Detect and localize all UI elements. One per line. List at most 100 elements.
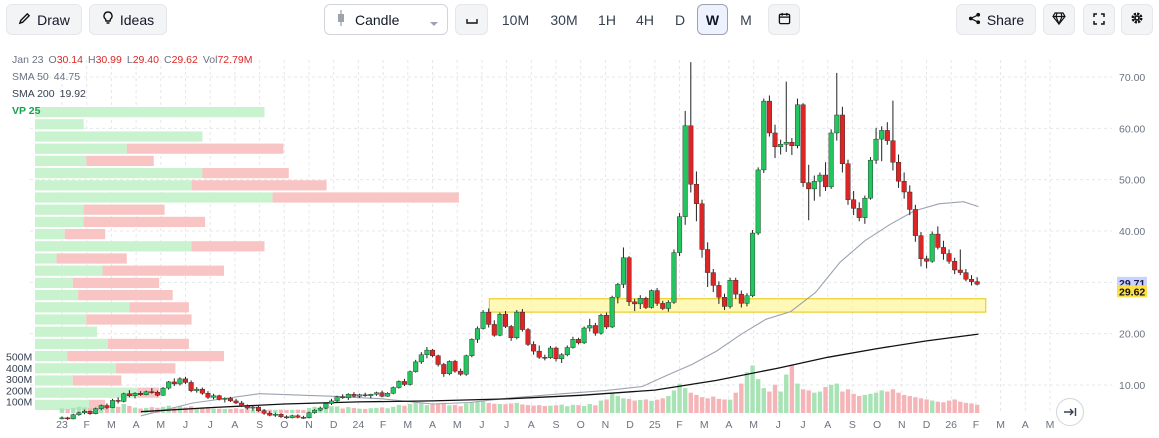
candle-body: [744, 295, 750, 304]
volume-bars: [59, 365, 980, 413]
volume-bar: [604, 399, 609, 413]
candle-body: [531, 344, 537, 352]
close-value: 29.62: [171, 54, 198, 66]
candle-body: [138, 393, 144, 395]
volume-tick-label: 100M: [6, 397, 32, 409]
volume-bar: [87, 408, 93, 413]
vp-up-bar: [35, 216, 84, 227]
volume-bar: [682, 388, 688, 413]
interval-w[interactable]: W: [697, 4, 728, 35]
candle-body: [750, 232, 756, 296]
share-button[interactable]: Share: [956, 4, 1036, 35]
vp-up-bar: [35, 241, 192, 252]
draw-button[interactable]: Draw: [6, 4, 82, 35]
volume-tick-label: 500M: [6, 352, 32, 364]
low-label: L: [126, 54, 133, 66]
time-tick-label: M: [107, 419, 116, 431]
volume-bar: [727, 399, 733, 413]
vp-up-bar: [35, 338, 108, 349]
grid-lines: [30, 60, 1112, 413]
volume-bar: [514, 402, 519, 413]
vp-down-bar: [78, 290, 173, 301]
volume-bar: [71, 407, 76, 413]
candle-body: [194, 388, 200, 391]
candle-body: [121, 393, 127, 402]
sma200-row[interactable]: SMA 200 19.92: [12, 86, 253, 103]
candle-body: [300, 417, 306, 419]
candle-body: [828, 132, 834, 188]
ideas-button[interactable]: Ideas: [89, 4, 167, 35]
candle-body: [514, 311, 520, 338]
candle-body: [289, 415, 295, 419]
candle-body: [132, 393, 138, 396]
candle-body: [542, 357, 548, 359]
interval-30m[interactable]: 30M: [550, 11, 578, 28]
volume-bar: [705, 398, 710, 413]
time-tick-label: F: [83, 419, 89, 431]
vp-up-bar: [35, 387, 138, 398]
candle-body: [497, 313, 503, 336]
draw-label: Draw: [37, 11, 70, 28]
time-tick-label: 25: [649, 419, 661, 431]
time-tick-label: F: [676, 419, 682, 431]
vp-up-bar: [35, 326, 98, 337]
volume-bar: [890, 389, 896, 413]
volume-bar: [649, 400, 654, 413]
candle-body: [856, 208, 862, 218]
time-tick-label: O: [577, 419, 585, 431]
settings-button[interactable]: [1121, 4, 1153, 35]
vp-row[interactable]: VP 25: [12, 103, 253, 120]
fullscreen-button[interactable]: [1083, 4, 1115, 35]
interval-m[interactable]: M: [740, 11, 752, 28]
time-tick-label: M: [749, 419, 758, 431]
time-tick-label: M: [700, 419, 709, 431]
vp-down-bar: [83, 216, 206, 227]
volume-bar: [452, 404, 458, 413]
candle-body: [738, 293, 744, 304]
volume-bar: [334, 406, 340, 413]
candle-body: [474, 328, 480, 340]
volume-bar: [930, 400, 935, 413]
volume-bar: [845, 389, 851, 413]
candle-body: [699, 203, 705, 250]
candle-body: [104, 405, 110, 408]
volume-bar: [739, 383, 744, 413]
volume-bar: [346, 407, 351, 413]
interval-d[interactable]: D: [674, 11, 686, 28]
candle-body: [205, 393, 211, 398]
volume-bar: [233, 408, 239, 413]
calendar-button[interactable]: [768, 4, 800, 35]
interval-1h[interactable]: 1H: [598, 11, 616, 28]
scroll-to-latest-button[interactable]: [1056, 398, 1084, 426]
premium-button[interactable]: [1043, 4, 1075, 35]
interval-picker-button[interactable]: [455, 4, 488, 35]
candle-body: [351, 394, 357, 397]
candle-body: [306, 412, 312, 419]
sma50-row[interactable]: SMA 50 44.75: [12, 69, 253, 86]
interval-10m[interactable]: 10M: [501, 11, 530, 28]
volume-bar: [194, 408, 199, 413]
vp-down-bar: [56, 253, 127, 264]
time-tick-label: F: [973, 419, 979, 431]
candle-body: [884, 130, 890, 141]
volume-bar: [559, 404, 564, 413]
candle-body: [783, 141, 789, 145]
volume-bar: [621, 398, 626, 413]
time-tick-label: J: [504, 419, 509, 431]
candle-body: [284, 416, 290, 419]
volume-bar: [671, 390, 677, 413]
candle-body: [907, 191, 913, 210]
vp-down-bar: [86, 155, 154, 166]
candle-body: [536, 350, 542, 358]
volume-bar: [857, 396, 862, 413]
volume-bar: [289, 409, 295, 413]
share-icon: [968, 12, 981, 28]
volume-bar: [553, 405, 559, 413]
time-tick-label: A: [1022, 419, 1029, 431]
volume-bar: [581, 405, 587, 413]
volume-bar: [368, 408, 373, 413]
chart-type-select[interactable]: Candle: [324, 4, 448, 35]
interval-4h[interactable]: 4H: [636, 11, 654, 28]
